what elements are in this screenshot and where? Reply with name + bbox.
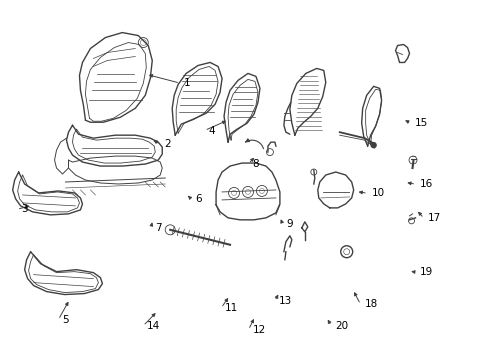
Text: 9: 9 — [286, 219, 292, 229]
Text: 18: 18 — [364, 300, 377, 310]
Text: 6: 6 — [194, 194, 201, 204]
Text: 14: 14 — [147, 321, 160, 331]
Text: 13: 13 — [278, 296, 291, 306]
Text: 3: 3 — [20, 204, 27, 215]
Text: 20: 20 — [335, 321, 347, 331]
Text: 10: 10 — [371, 188, 384, 198]
Circle shape — [370, 143, 375, 148]
Text: 12: 12 — [252, 325, 265, 335]
Text: 16: 16 — [419, 179, 432, 189]
Text: 4: 4 — [208, 126, 215, 135]
Text: 2: 2 — [164, 139, 171, 149]
Text: 11: 11 — [224, 303, 238, 313]
Text: 8: 8 — [252, 159, 259, 169]
Text: 1: 1 — [184, 78, 190, 88]
Text: 7: 7 — [155, 224, 161, 233]
Text: 17: 17 — [427, 213, 440, 223]
Text: 15: 15 — [414, 118, 427, 128]
Text: 5: 5 — [62, 315, 69, 325]
Text: 19: 19 — [419, 267, 432, 277]
